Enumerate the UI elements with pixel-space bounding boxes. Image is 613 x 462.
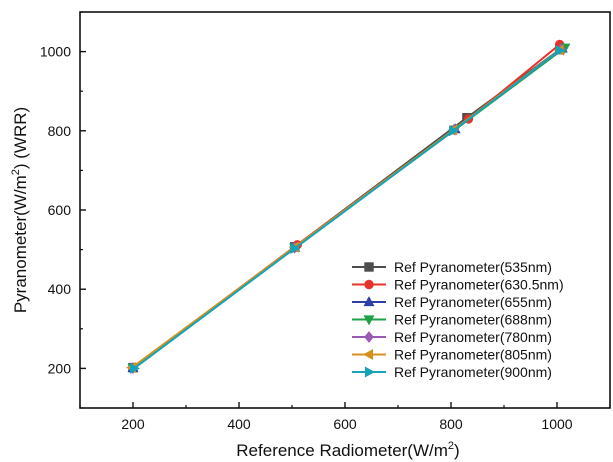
axis-ticks: 200 400 600 800 1000 200 400 600 800 1000 xyxy=(40,11,611,432)
data-point xyxy=(555,44,566,56)
y-axis-label-sup: 2 xyxy=(10,169,22,175)
x-tick-label: 1000 xyxy=(541,416,572,432)
series-layer xyxy=(126,39,571,374)
legend-item: Ref Pyranometer(780nm) xyxy=(352,329,552,345)
x-axis-label: Reference Radiometer(W/m2) xyxy=(236,440,459,460)
x-axis-label-sup: 2 xyxy=(448,440,454,452)
y-tick-label: 400 xyxy=(48,281,72,297)
legend-label: Ref Pyranometer(630.5nm) xyxy=(394,277,564,293)
legend-marker xyxy=(364,262,374,272)
series-7 xyxy=(129,44,566,374)
legend-label: Ref Pyranometer(900nm) xyxy=(394,364,552,380)
data-point xyxy=(129,362,140,374)
y-tick-label: 1000 xyxy=(40,44,71,60)
legend-item: Ref Pyranometer(535nm) xyxy=(352,259,552,275)
y-tick-label: 600 xyxy=(48,202,72,218)
legend-label: Ref Pyranometer(688nm) xyxy=(394,312,552,328)
legend-item: Ref Pyranometer(900nm) xyxy=(352,364,552,380)
legend-label: Ref Pyranometer(535nm) xyxy=(394,259,552,275)
x-axis-label-main: Reference Radiometer(W/m xyxy=(236,441,448,460)
legend-item: Ref Pyranometer(805nm) xyxy=(352,347,552,363)
x-tick-label: 400 xyxy=(227,416,251,432)
x-tick-label: 800 xyxy=(439,416,463,432)
legend-marker xyxy=(364,366,375,378)
x-tick-label: 600 xyxy=(333,416,357,432)
series-line xyxy=(133,49,561,370)
legend-item: Ref Pyranometer(630.5nm) xyxy=(352,277,564,293)
legend-marker xyxy=(364,331,374,343)
legend-marker xyxy=(364,279,374,290)
legend-item: Ref Pyranometer(688nm) xyxy=(352,312,552,328)
legend-marker xyxy=(363,349,374,360)
legend-item: Ref Pyranometer(655nm) xyxy=(352,294,552,310)
legend-marker xyxy=(363,315,375,326)
y-tick-label: 800 xyxy=(48,123,72,139)
x-axis-label-end: ) xyxy=(454,441,460,460)
y-tick-label: 200 xyxy=(48,360,72,376)
x-tick-label: 200 xyxy=(121,416,145,432)
legend-label: Ref Pyranometer(655nm) xyxy=(394,294,552,310)
data-point xyxy=(290,242,301,254)
legend-label: Ref Pyranometer(805nm) xyxy=(394,347,552,363)
y-axis-label: Pyranometer(W/m2) (WRR) xyxy=(10,107,30,313)
y-axis-label-end: ) (WRR) xyxy=(11,107,30,169)
legend-label: Ref Pyranometer(780nm) xyxy=(394,329,552,345)
legend-marker xyxy=(363,296,375,307)
legend: Ref Pyranometer(535nm) Ref Pyranometer(63… xyxy=(352,259,564,380)
data-point xyxy=(449,125,459,137)
y-axis-label-main: Pyranometer(W/m xyxy=(11,175,30,313)
